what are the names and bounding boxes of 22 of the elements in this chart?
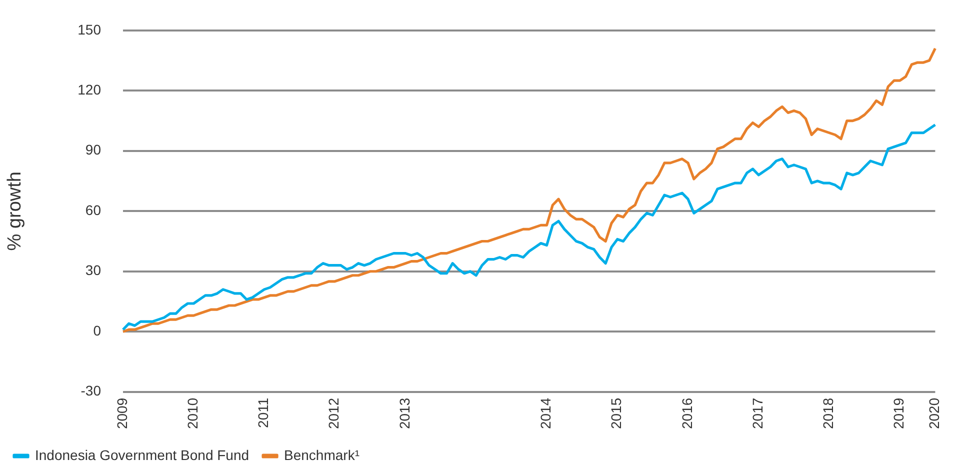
y-tick-label: 150: [78, 21, 102, 38]
x-tick-label: 2019: [890, 398, 907, 430]
x-tick-label: 2020: [926, 398, 942, 430]
y-tick-label: -30: [80, 382, 102, 399]
y-tick-label: 120: [78, 82, 102, 98]
x-tick-label: 2016: [678, 398, 695, 430]
x-tick-label: 2013: [396, 398, 412, 430]
x-tick-label: 2014: [538, 398, 554, 430]
x-tick-label: 2018: [820, 398, 836, 430]
y-axis-title: % growth: [4, 172, 26, 251]
x-tick-label: 2010: [184, 398, 200, 430]
y-tick-label: 90: [85, 142, 102, 158]
y-tick-label: 30: [85, 262, 102, 278]
y-tick-label: 60: [85, 202, 102, 218]
x-tick-label: 2012: [326, 398, 342, 430]
legend-label: Indonesia Government Bond Fund: [35, 446, 250, 463]
x-tick-label: 2009: [114, 398, 130, 430]
x-tick-label: 2017: [749, 398, 766, 430]
x-tick-label: 2011: [255, 398, 272, 428]
y-tick-label: 0: [93, 322, 102, 338]
x-tick-label: 2015: [608, 398, 624, 430]
legend-label: Benchmark¹: [284, 446, 360, 463]
